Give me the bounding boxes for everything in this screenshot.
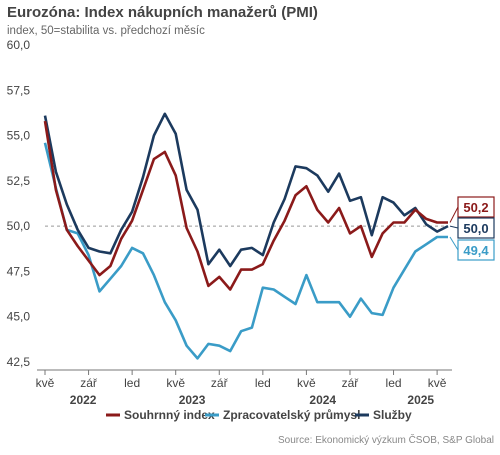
series-line [43,142,448,360]
legend-label: Souhrnný index [124,408,215,422]
x-tick-label: kvě [36,376,55,390]
x-tick-label: zář [80,376,98,390]
x-tick-label: kvě [428,376,447,390]
y-tick-label: 57,5 [7,83,31,97]
x-tick-label: zář [211,376,229,390]
series-line [43,112,449,268]
end-label-connector [449,236,459,251]
chart-title: Eurozóna: Index nákupních manažerů (PMI) [7,4,318,21]
source-note: Source: Ekonomický výzkum ČSOB, S&P Glob… [277,435,494,446]
chart-subtitle: index, 50=stabilita vs. předchozí měsíc [7,25,205,37]
year-label: 2022 [70,393,97,407]
x-tick-label: kvě [297,376,316,390]
legend-label: Služby [373,408,412,422]
y-tick-label: 50,0 [7,219,31,233]
end-label-box [457,217,495,239]
y-tick-label: 52,5 [7,174,31,188]
y-tick-label: 47,5 [7,264,31,278]
legend-label: Zpracovatelský průmysl [223,408,360,422]
x-tick-label: led [386,376,402,390]
y-tick-label: 45,0 [7,310,31,324]
end-label-connector [449,225,459,229]
end-label-box [457,239,495,261]
y-tick-label: 42,5 [7,355,31,369]
x-tick-label: kvě [166,376,185,390]
year-label: 2024 [309,393,336,407]
year-label: 2023 [179,393,206,407]
end-value-label: 50,2 [463,200,488,215]
y-tick-label: 60,0 [7,38,31,52]
series-line [43,120,448,291]
year-label: 2025 [407,393,434,407]
y-tick-label: 55,0 [7,129,31,143]
end-label-box [457,196,495,218]
end-value-label: 50,0 [463,221,488,236]
end-label-connector [449,206,459,223]
end-value-label: 49,4 [463,243,489,258]
x-tick-label: led [124,376,140,390]
x-tick-label: led [255,376,271,390]
x-tick-label: zář [342,376,360,390]
